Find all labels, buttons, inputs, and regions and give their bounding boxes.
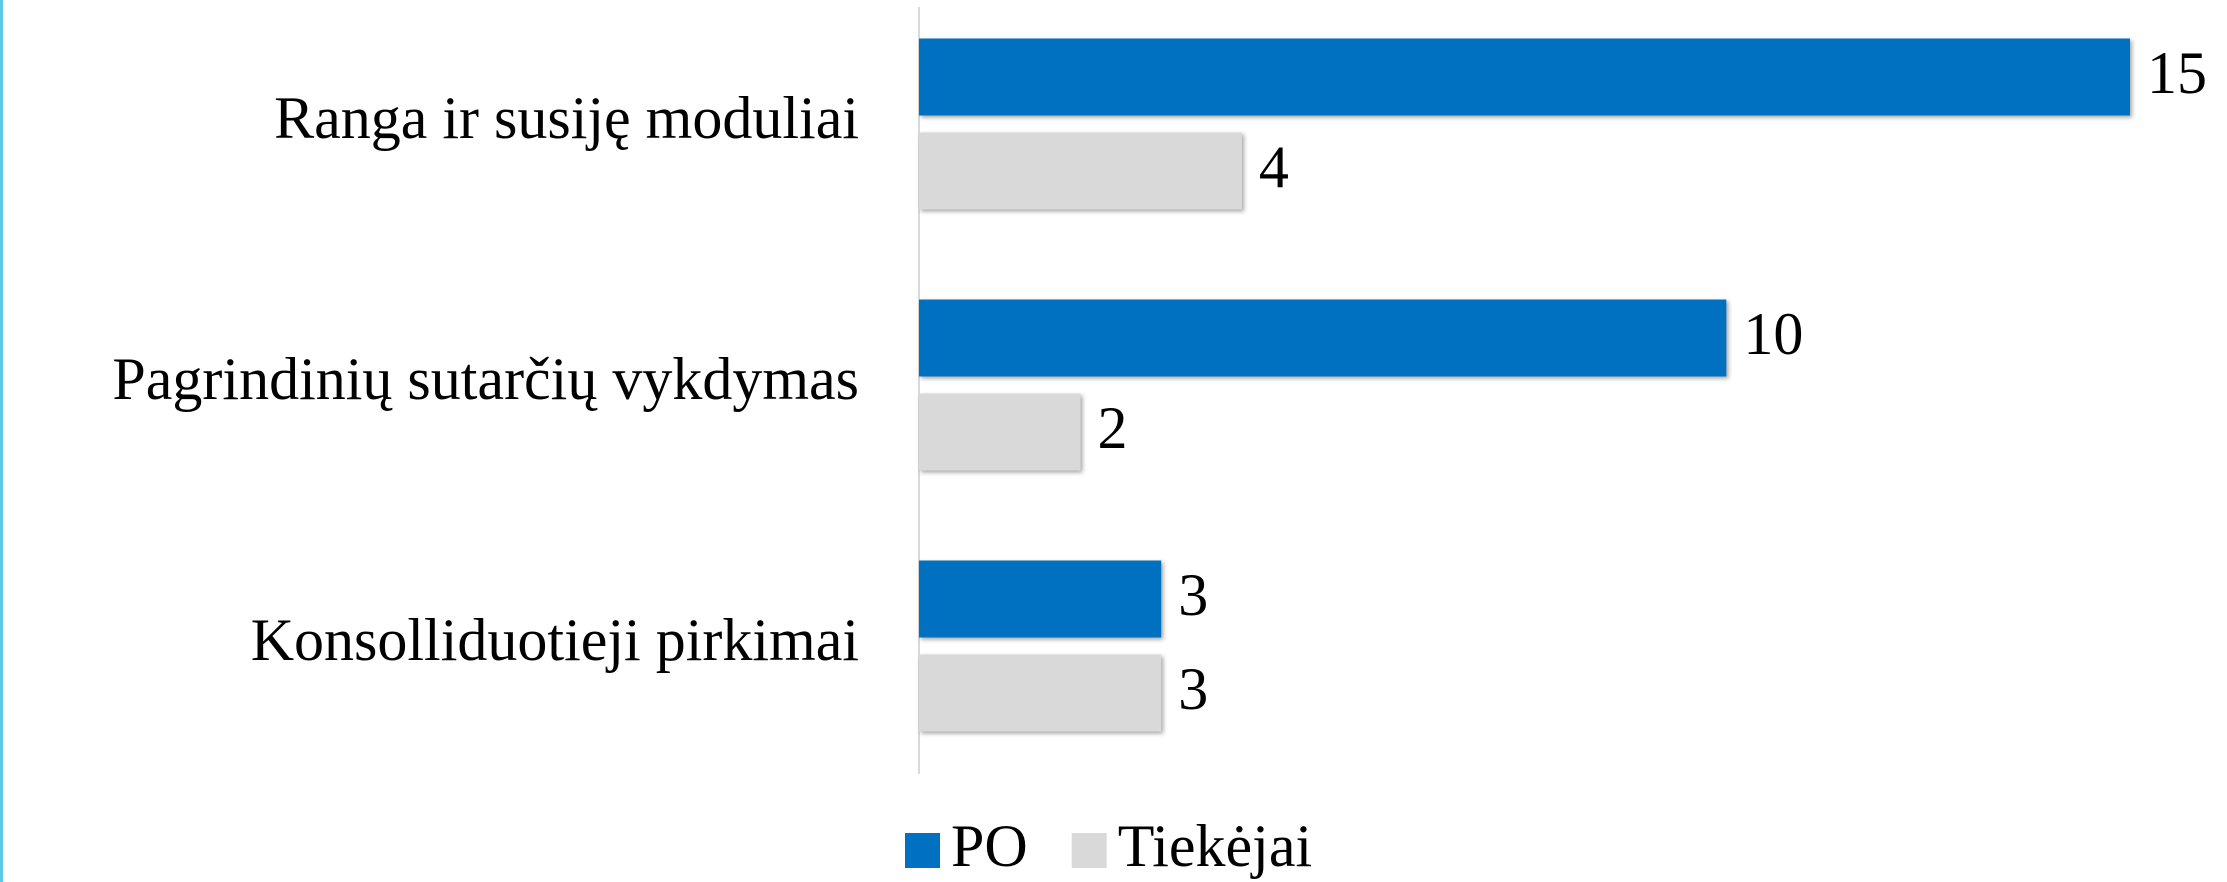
data-label: 2: [1097, 395, 1127, 461]
bar: [919, 132, 1242, 210]
category-label: Pagrindinių sutarčių vykdymas: [112, 346, 859, 412]
category-label: Konsolliduotieji pirkimai: [251, 607, 859, 673]
bar: [919, 299, 1727, 377]
bar: [919, 393, 1081, 471]
data-label: 10: [1743, 301, 1803, 367]
data-label: 3: [1178, 562, 1208, 628]
legend-swatch: [905, 833, 940, 868]
data-label: 3: [1178, 656, 1208, 722]
bar: [919, 654, 1162, 732]
bar: [919, 38, 2130, 116]
legend-label: PO: [951, 813, 1028, 879]
left-border: [0, 0, 3, 882]
bar: [919, 560, 1162, 638]
data-label: 15: [2147, 40, 2207, 106]
legend-swatch: [1071, 833, 1107, 868]
category-label: Ranga ir susiję moduliai: [274, 85, 859, 151]
data-label: 4: [1259, 134, 1289, 200]
legend-label: Tiekėjai: [1118, 813, 1312, 879]
